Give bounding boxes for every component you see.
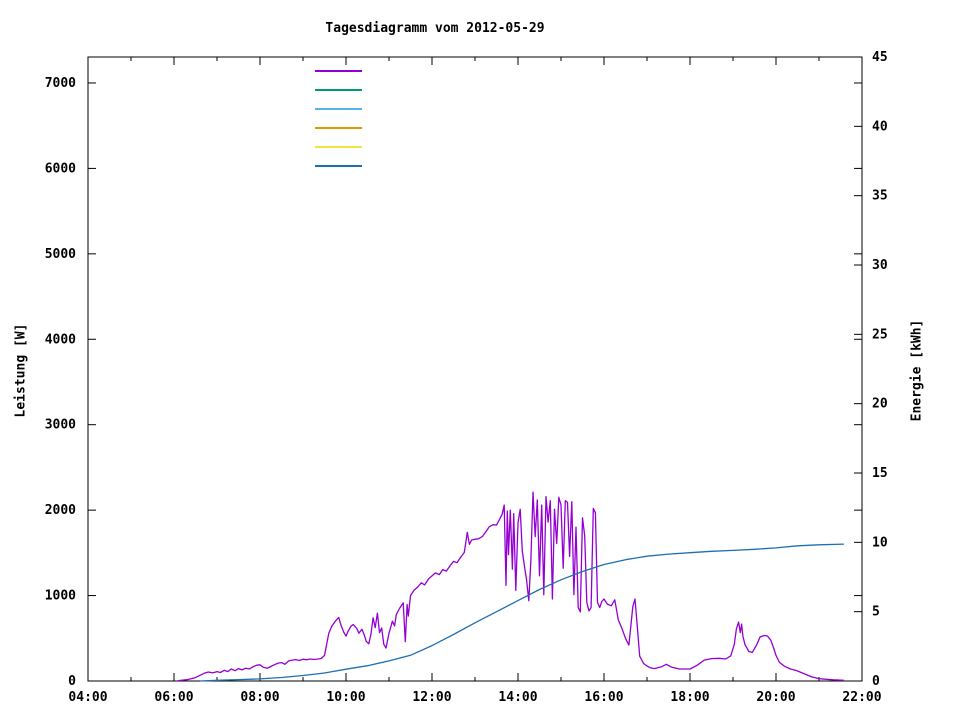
legend-line-ac [315,70,362,72]
x-tick-label: 16:00 [584,690,623,705]
x-tick-label: 06:00 [154,690,193,705]
x-tick-label: 10:00 [326,690,365,705]
series-energie-in-kwh [199,543,844,682]
y-left-tick-label: 2000 [45,503,76,518]
legend-line-pv-out [315,108,362,110]
legend-line-pv1 [315,127,362,129]
x-tick-label: 22:00 [842,690,881,705]
x-tick-label: 12:00 [412,690,451,705]
y-right-tick-label: 5 [872,605,880,620]
y-right-tick-label: 45 [872,50,888,65]
y-right-tick-label: 20 [872,397,888,412]
y-right-tick-label: 40 [872,119,888,134]
x-tick-label: 04:00 [68,690,107,705]
y-right-tick-label: 25 [872,327,888,342]
series-ac-leistung-in-w [178,491,844,682]
y-left-tick-label: 0 [68,674,76,689]
x-tick-label: 08:00 [240,690,279,705]
y-left-tick-label: 4000 [45,332,76,347]
y-right-tick-label: 35 [872,189,888,204]
y-left-tick-label: 5000 [45,247,76,262]
y-right-tick-label: 15 [872,466,888,481]
plot-border [87,56,863,682]
y-left-tick-label: 1000 [45,589,76,604]
y-right-tick-label: 0 [872,674,880,689]
y-left-tick-label: 7000 [45,76,76,91]
y-right-tick-label: 30 [872,258,888,273]
legend-line-energie [315,165,362,167]
y-left-tick-label: 6000 [45,161,76,176]
x-tick-label: 18:00 [670,690,709,705]
legend-line-pv-in [315,89,362,91]
legend-line-pv2 [315,146,362,148]
x-tick-label: 20:00 [756,690,795,705]
x-tick-label: 14:00 [498,690,537,705]
y-right-tick-label: 10 [872,535,888,550]
y-left-tick-label: 3000 [45,418,76,433]
chart-title: Tagesdiagramm vom 2012-05-29 [325,21,545,36]
